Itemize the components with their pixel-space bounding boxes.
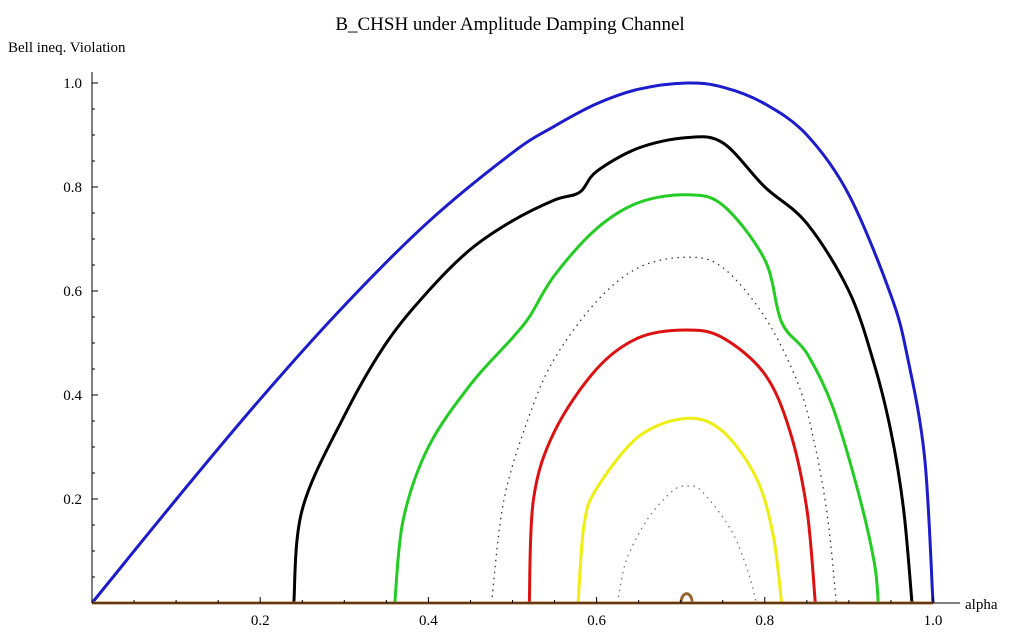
series-line-6 (578, 418, 782, 603)
y-ticks: 0.2 0.4 0.6 0.8 1.0 (63, 76, 98, 577)
y-axis-label: Bell ineq. Violation (8, 40, 126, 56)
series-line-2 (294, 137, 912, 603)
x-tick-label: 0.6 (587, 613, 606, 629)
y-tick-label: 0.4 (63, 388, 82, 404)
series-line-3 (395, 195, 879, 603)
x-tick-label: 0.8 (755, 613, 774, 629)
series-line-5 (529, 330, 815, 603)
x-tick-label: 0.4 (419, 613, 438, 629)
x-axis-label: alpha (965, 597, 998, 613)
y-tick-label: 0.8 (63, 180, 82, 196)
series-layer (92, 83, 933, 603)
chart-title: B_CHSH under Amplitude Damping Channel (335, 14, 684, 35)
series-line-1 (92, 83, 933, 603)
series-line-7 (618, 486, 757, 603)
x-tick-label: 0.2 (251, 613, 270, 629)
y-tick-label: 0.6 (63, 284, 82, 300)
x-tick-label: 1.0 (924, 613, 943, 629)
series-line-4 (492, 257, 837, 603)
y-tick-label: 1.0 (63, 76, 82, 92)
y-tick-label: 0.2 (63, 492, 82, 508)
